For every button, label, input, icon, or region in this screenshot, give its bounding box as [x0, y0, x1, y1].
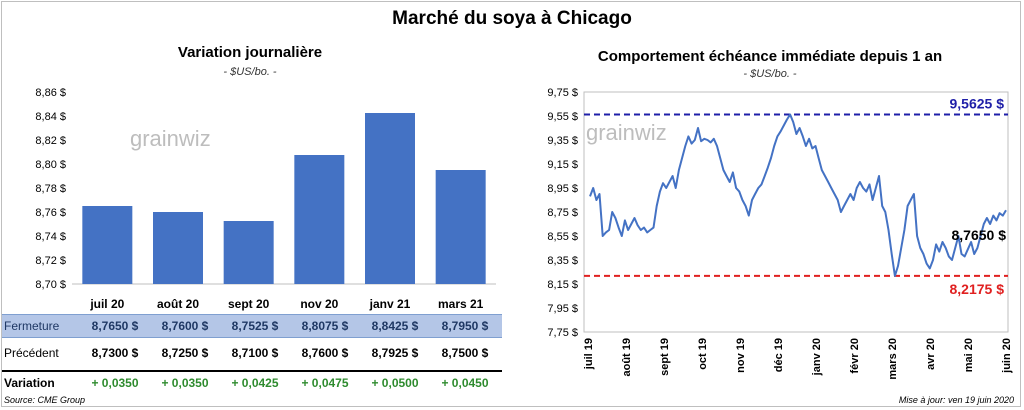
bar-chart: grainwiz 8,70 $ 8,72 $ 8,74 $ 8,76 $ 8,78 $ 8,… [35, 87, 496, 311]
bar [82, 206, 133, 284]
close-value: 8,7950 $ [441, 319, 489, 333]
left-chart-unit: - $US/bo. - [223, 66, 277, 78]
y-tick-label: 8,55 $ [547, 231, 578, 243]
right-chart-title: Comportement échéance immédiate depuis 1… [597, 48, 943, 65]
bar [365, 113, 415, 284]
close-value: 8,8425 $ [371, 319, 419, 333]
x-tick-label: sept 19 [659, 338, 671, 376]
x-tick-label: août 19 [621, 338, 633, 377]
variation-value: + 0,0450 [441, 376, 489, 390]
prev-value: 8,7500 $ [441, 346, 489, 360]
main-title: Marché du soya à Chicago [392, 8, 632, 29]
y-tick-label: 8,76 $ [35, 207, 66, 219]
x-tick-label: août 20 [157, 297, 199, 311]
y-tick-label: 8,80 $ [35, 159, 66, 171]
x-tick-label: sept 20 [228, 297, 270, 311]
x-tick-label: mai 20 [963, 338, 975, 372]
bar [435, 170, 486, 284]
x-tick-label: déc 19 [773, 338, 785, 372]
prev-value: 8,7250 $ [161, 346, 209, 360]
y-tick-label: 8,84 $ [35, 111, 66, 123]
row-precedent: Précédent 8,7300 $ 8,7250 $ 8,7100 $ 8,7… [2, 342, 502, 364]
y-tick-label: 7,95 $ [547, 303, 578, 315]
watermark: grainwiz [586, 120, 667, 145]
y-tick-label: 8,75 $ [547, 207, 578, 219]
variation-value: + 0,0350 [91, 376, 139, 390]
y-tick-label: 9,75 $ [547, 87, 578, 99]
close-value: 8,7600 $ [161, 319, 209, 333]
row-label-fermeture: Fermeture [4, 319, 60, 333]
variation-value: + 0,0500 [371, 376, 419, 390]
variation-value: + 0,0425 [231, 376, 279, 390]
x-tick-label: févr 20 [849, 338, 861, 373]
row-label-variation: Variation [4, 376, 55, 390]
y-tick-label: 8,95 $ [547, 183, 578, 195]
y-tick-label: 8,74 $ [35, 231, 66, 243]
close-value: 8,7650 $ [91, 319, 139, 333]
watermark: grainwiz [130, 126, 211, 151]
x-tick-label: oct 19 [697, 338, 709, 370]
prev-value: 8,7600 $ [301, 346, 349, 360]
variation-value: + 0,0475 [301, 376, 349, 390]
left-chart-title: Variation journalière [177, 44, 323, 61]
y-tick-label: 8,86 $ [35, 87, 66, 99]
bar [223, 221, 274, 284]
y-tick-label: 8,70 $ [35, 279, 66, 291]
update-note: Mise à jour: ven 19 juin 2020 [898, 395, 1014, 405]
y-tick-label: 8,15 $ [547, 279, 578, 291]
y-tick-label: 8,78 $ [35, 183, 66, 195]
variation-value: + 0,0350 [161, 376, 209, 390]
x-tick-label: nov 19 [735, 338, 747, 373]
row-variation: Variation + 0,0350 + 0,0350 + 0,0425 + 0… [2, 370, 502, 394]
source-note: Source: CME Group [4, 395, 86, 405]
y-tick-label: 8,82 $ [35, 135, 66, 147]
prev-value: 8,7100 $ [231, 346, 279, 360]
x-tick-label: mars 21 [438, 297, 484, 311]
x-tick-label: mars 20 [887, 338, 899, 380]
y-tick-label: 8,72 $ [35, 255, 66, 267]
x-tick-label: janv 21 [369, 297, 411, 311]
prev-value: 8,7925 $ [371, 346, 419, 360]
prev-value: 8,7300 $ [91, 346, 139, 360]
x-tick-label: juil 19 [583, 338, 595, 370]
y-tick-label: 9,15 $ [547, 159, 578, 171]
bar [153, 212, 203, 284]
low-label: 8,2175 $ [950, 281, 1005, 297]
last-value-label: 8,7650 $ [952, 227, 1007, 243]
y-tick-label: 9,35 $ [547, 135, 578, 147]
y-tick-label: 7,75 $ [547, 327, 578, 339]
row-label-precedent: Précédent [4, 346, 59, 360]
bar [294, 155, 345, 284]
x-tick-label: juin 20 [1001, 338, 1013, 374]
row-fermeture: Fermeture 8,7650 $ 8,7600 $ 8,7525 $ 8,8… [2, 314, 502, 338]
x-tick-label: juil 20 [89, 297, 124, 311]
high-label: 9,5625 $ [950, 96, 1005, 112]
x-tick-label: nov 20 [300, 297, 338, 311]
close-value: 8,8075 $ [301, 319, 349, 333]
x-tick-label: janv 20 [811, 338, 823, 376]
price-series-line [589, 113, 1007, 277]
y-tick-label: 8,35 $ [547, 255, 578, 267]
plot-area [583, 91, 1009, 333]
close-value: 8,7525 $ [231, 319, 279, 333]
line-chart: 7,75 $ 7,95 $ 8,15 $ 8,35 $ 8,55 $ 8,75 $ 8,95… [547, 87, 1013, 380]
y-tick-label: 9,55 $ [547, 111, 578, 123]
x-tick-label: avr 20 [925, 338, 937, 370]
right-chart-unit: - $US/bo. - [743, 68, 797, 80]
